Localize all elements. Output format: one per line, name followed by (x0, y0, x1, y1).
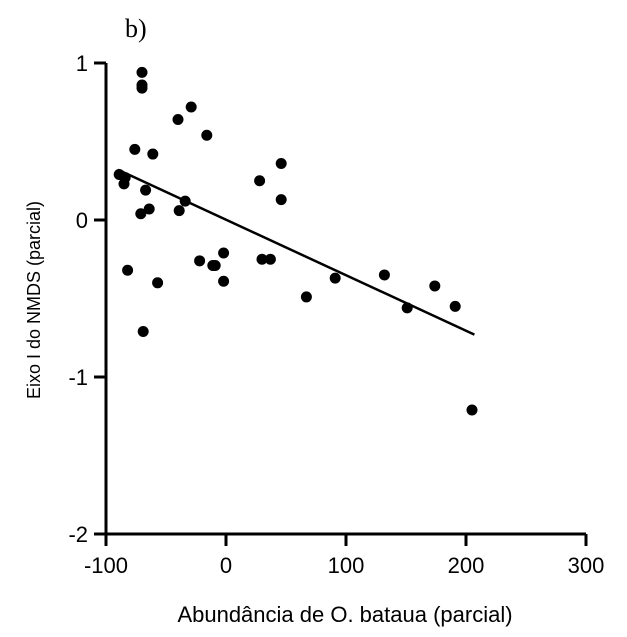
data-point (173, 205, 185, 217)
fit-line-group (117, 168, 475, 336)
data-point (329, 272, 341, 284)
data-point (136, 66, 148, 78)
data-point (143, 203, 155, 215)
x-axis-title: Abundância de O. bataua (parcial) (177, 602, 512, 627)
data-point (185, 101, 197, 113)
data-point (275, 194, 287, 206)
data-points (113, 66, 478, 416)
data-point (136, 82, 148, 94)
y-tick-label: 1 (76, 51, 88, 76)
data-point (449, 300, 461, 312)
data-point (264, 253, 276, 265)
fit-line (117, 168, 475, 336)
data-point (122, 264, 134, 276)
data-point (118, 178, 130, 190)
data-point (218, 275, 230, 287)
x-tick-label: 0 (220, 553, 232, 578)
data-point (209, 260, 221, 272)
x-tick-label: 200 (448, 553, 485, 578)
data-point (147, 148, 159, 160)
data-point (129, 143, 141, 155)
data-point (254, 175, 266, 187)
data-point (172, 114, 184, 126)
panel-label: b) (125, 14, 147, 43)
y-tick-label: -1 (68, 365, 88, 390)
data-point (256, 253, 268, 265)
data-point (179, 195, 191, 207)
y-tick-label: 0 (76, 208, 88, 233)
x-tick-label: 300 (568, 553, 605, 578)
data-point (194, 255, 206, 267)
data-point (300, 291, 312, 303)
data-point (275, 157, 287, 169)
data-point (378, 269, 390, 281)
x-tick-label: 100 (328, 553, 365, 578)
data-point (429, 280, 441, 292)
data-point (201, 129, 213, 141)
data-point (401, 302, 413, 314)
x-tick-label: -100 (84, 553, 128, 578)
data-point (135, 208, 147, 220)
axes: -2 -1 0 1 -100 0 100 200 300 (68, 51, 604, 578)
data-point (152, 277, 164, 289)
y-tick-label: -2 (68, 522, 88, 547)
y-axis-title: Eixo I do NMDS (parcial) (24, 201, 44, 399)
data-point (218, 247, 230, 259)
data-point (466, 404, 478, 416)
data-point (140, 184, 152, 196)
data-point (137, 325, 149, 337)
